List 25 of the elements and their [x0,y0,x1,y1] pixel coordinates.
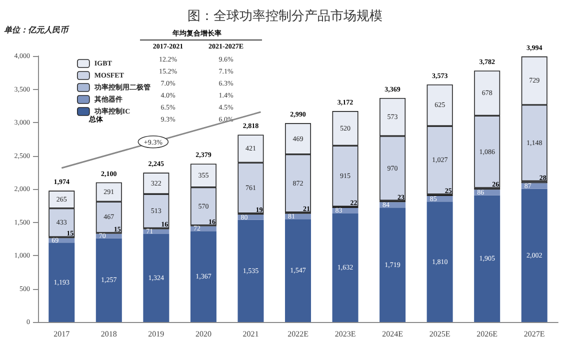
x-tick-label: 2026E [476,330,498,338]
x-tick-label: 2019 [148,330,164,338]
chart-title: 图：全球功率控制分产品市场规模 [188,8,382,23]
bar [474,195,500,322]
y-axis-title: 单位：亿元人民币 [4,26,70,34]
x-tick-label: 2024E [382,330,404,338]
bar [332,213,358,322]
x-tick-label: 2027E [524,330,545,338]
bar [521,188,548,322]
x-tick-label: 2025E [429,330,450,338]
x-tick-label: 2018 [100,330,117,338]
x-tick-label: 2020 [195,330,212,338]
x-tick-label: 2023E [334,330,356,338]
bar [190,231,216,322]
bar [48,242,75,322]
bar [143,229,170,234]
bar [426,202,453,322]
x-tick-label: 2021 [242,330,259,338]
x-tick-label: 2017 [54,330,70,338]
bar [238,220,264,322]
bar [285,219,311,322]
x-tick-label: 2022E [288,330,309,338]
bar [380,208,406,322]
bar [96,238,122,322]
bar [143,234,170,322]
